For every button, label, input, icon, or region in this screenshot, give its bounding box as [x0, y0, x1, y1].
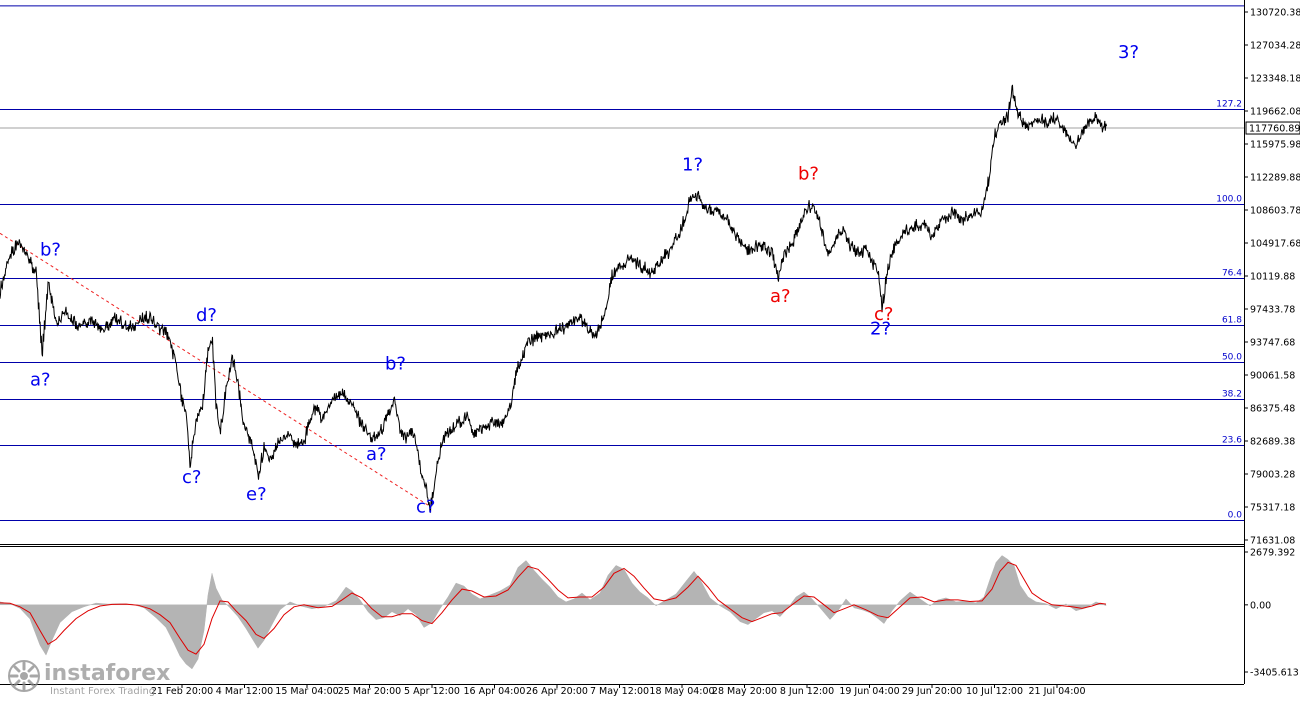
- trend-lines: [0, 232, 431, 507]
- y-tick-label: 97433.78: [1250, 305, 1295, 316]
- osc-tick-label: 0.00: [1250, 600, 1271, 611]
- current-price-label: 117760.89: [1249, 124, 1300, 135]
- instaforex-logo-icon: [8, 660, 40, 692]
- x-tick-label: 18 May 04:00: [649, 686, 714, 697]
- wave-label: c?: [182, 467, 201, 488]
- y-tick-label: 104917.68: [1250, 239, 1300, 250]
- oscillator-panel: [0, 544, 1244, 670]
- fib-label: 61.8: [1222, 316, 1242, 326]
- wave-labels: b?a?d?c?e?b?a?c?1? b?a?c?2?3?: [30, 42, 1139, 518]
- instaforex-logo: instaforex Instant Forex Trading: [6, 656, 196, 698]
- osc-tick-label: -3405.613: [1250, 668, 1299, 679]
- y-tick-label: 115975.98: [1250, 140, 1300, 151]
- logo-brand: instaforex: [44, 661, 170, 686]
- x-tick-label: 15 Mar 04:00: [275, 686, 338, 697]
- wave-label: 2?: [870, 318, 891, 339]
- wave-label: b?: [40, 240, 61, 261]
- x-tick-label: 4 Mar 12:00: [216, 686, 273, 697]
- y-tick-label: 82689.38: [1250, 437, 1295, 448]
- y-tick-label: 130720.38: [1250, 8, 1300, 19]
- x-tick-label: 26 Apr 20:00: [526, 686, 588, 697]
- x-tick-label: 7 May 12:00: [590, 686, 649, 697]
- trend-line: [0, 232, 431, 507]
- x-tick-label: 28 May 20:00: [712, 686, 777, 697]
- x-tick-label: 16 Apr 04:00: [464, 686, 526, 697]
- y-tick-label: 10119.88: [1250, 272, 1295, 283]
- fib-label: 23.6: [1222, 436, 1242, 446]
- x-tick-label: 8 Jun 12:00: [780, 686, 834, 697]
- y-tick-label: 90061.58: [1250, 371, 1295, 382]
- fib-levels: 127.2 100.0 76.4 61.8 50.0 38.2 23.6 0.0: [0, 5, 1244, 521]
- y-tick-label: 71631.08: [1250, 536, 1295, 547]
- y-tick-label: 79003.28: [1250, 470, 1295, 481]
- oscillator-signal-line: [0, 561, 1107, 655]
- wave-label: b?: [385, 353, 406, 374]
- x-tick-label: 5 Apr 12:00: [404, 686, 460, 697]
- fib-label: 0.0: [1228, 511, 1243, 521]
- fib-label: 50.0: [1222, 353, 1242, 363]
- y-tick-label: 123348.18: [1250, 74, 1300, 85]
- x-tick-label: 10 Jul 12:00: [966, 686, 1023, 697]
- x-tick-label: 25 Mar 20:00: [338, 686, 401, 697]
- wave-label: 3?: [1118, 42, 1139, 63]
- y-tick-label: 119662.08: [1250, 107, 1300, 118]
- y-tick-label: 127034.28: [1250, 41, 1300, 52]
- price-series: [0, 84, 1107, 514]
- y-tick-label: 112289.88: [1250, 173, 1300, 184]
- wave-label: a?: [366, 444, 387, 465]
- x-tick-label: 21 Feb 20:00: [151, 686, 213, 697]
- price-line: [0, 84, 1107, 514]
- x-tick-label: 19 Jun 04:00: [839, 686, 899, 697]
- x-tick-label: 29 Jun 20:00: [902, 686, 962, 697]
- wave-label: d?: [196, 305, 217, 326]
- fib-label: 76.4: [1222, 269, 1242, 279]
- wave-label: e?: [246, 484, 267, 505]
- fib-label: 127.2: [1216, 100, 1242, 110]
- wave-label: c?: [416, 497, 435, 518]
- y-tick-label: 86375.48: [1250, 404, 1295, 415]
- x-tick-label: 21 Jul 04:00: [1029, 686, 1086, 697]
- y-tick-label: 93747.68: [1250, 338, 1295, 349]
- osc-tick-label: 2679.392: [1250, 548, 1295, 559]
- logo-tagline: Instant Forex Trading: [50, 686, 155, 697]
- wave-label: c?: [874, 304, 893, 325]
- fib-label: 100.0: [1216, 195, 1242, 205]
- y-tick-label: 108603.78: [1250, 206, 1300, 217]
- wave-label: b?: [798, 164, 819, 185]
- wave-label: a?: [770, 286, 791, 307]
- current-price-box: [1245, 121, 1300, 135]
- wave-label: a?: [30, 370, 51, 391]
- y-tick-label: 75317.18: [1250, 503, 1295, 514]
- fib-label: 38.2: [1222, 390, 1242, 400]
- wave-label: 1?: [682, 155, 703, 176]
